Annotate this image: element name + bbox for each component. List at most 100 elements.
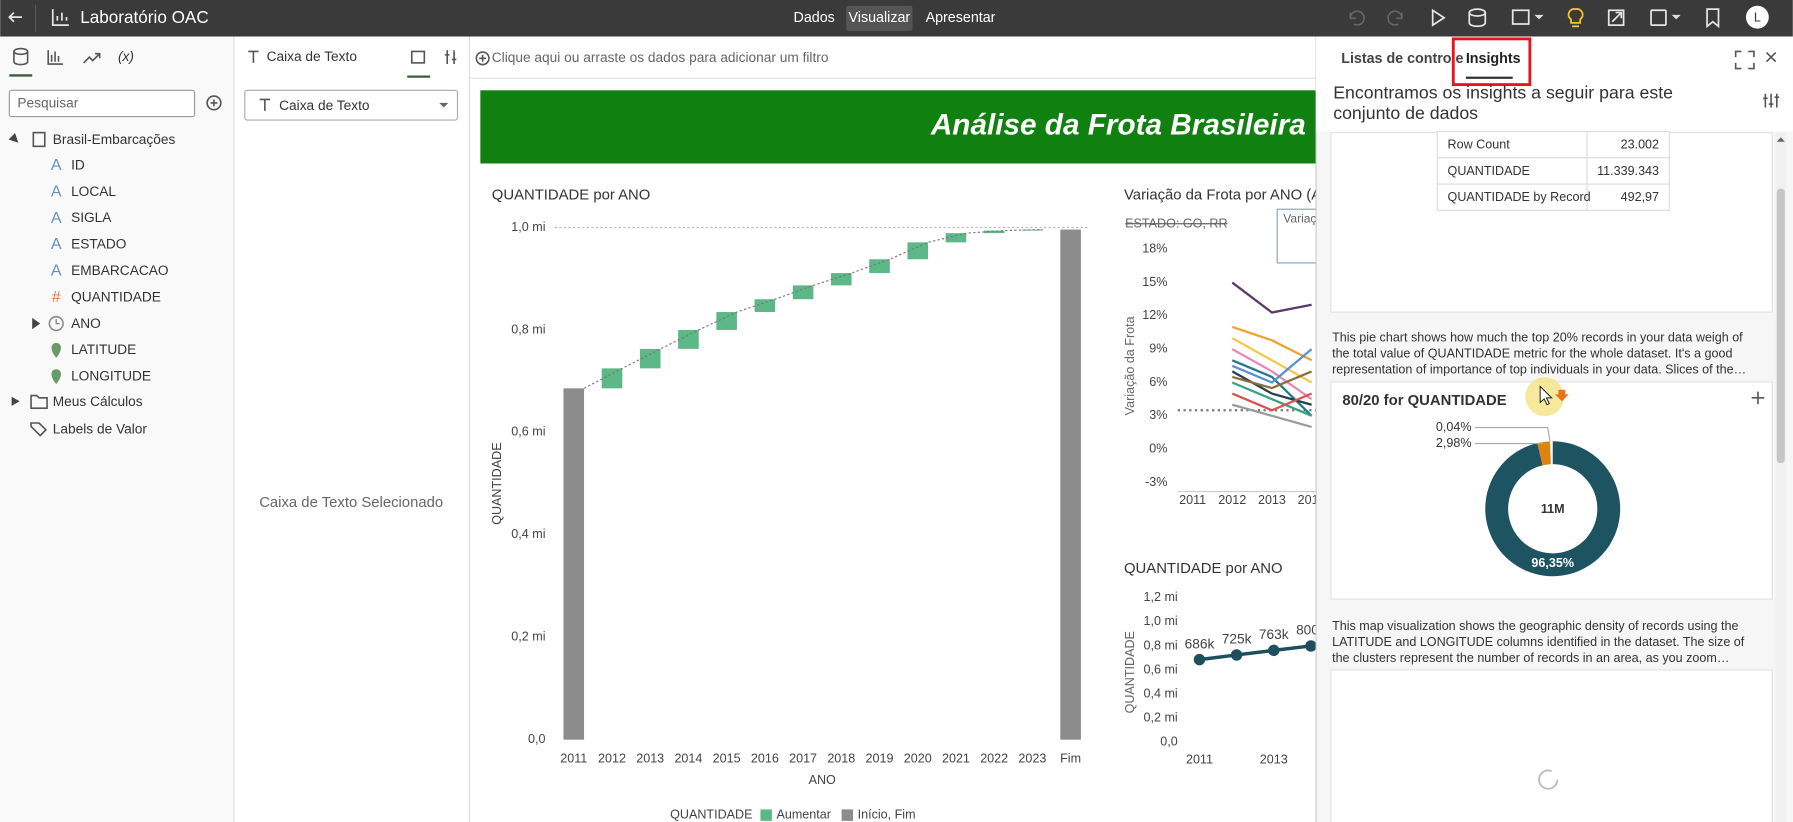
expand-arrow[interactable] — [11, 396, 20, 406]
undo-button[interactable] — [1349, 10, 1365, 26]
column-name[interactable]: LATITUDE — [71, 342, 136, 357]
table-key: Row Count — [1448, 138, 1511, 152]
y-tick-label: 15% — [1142, 275, 1167, 289]
series-line — [1231, 325, 1313, 362]
table-row — [1436, 183, 1670, 211]
chart-subtitle: ESTADO: GO, RR — [1125, 216, 1227, 230]
series-line — [1231, 348, 1313, 401]
y-tick-label: 0,8 mi — [511, 322, 545, 336]
y-tick-label: 3% — [1149, 408, 1167, 422]
x-tick-label: Fim — [1060, 751, 1081, 765]
close-button[interactable] — [1765, 52, 1777, 63]
insights-settings[interactable] — [1763, 93, 1780, 108]
search-box[interactable] — [8, 89, 196, 118]
maximize-button[interactable] — [1734, 50, 1755, 70]
table-value: 23.002 — [1621, 138, 1659, 152]
dropdown[interactable] — [244, 89, 459, 121]
x-tick-label: 2011 — [560, 751, 587, 765]
filter-bar[interactable] — [470, 36, 1317, 78]
tab[interactable]: Visualizar — [849, 10, 911, 26]
increase-bar — [831, 273, 852, 286]
panel-tab[interactable]: Listas de controle — [1341, 51, 1463, 67]
banner — [480, 90, 1317, 164]
x-tick-label: 2012 — [1218, 493, 1246, 507]
column-name[interactable]: LOCAL — [71, 184, 116, 199]
summary-table: Row Count 23.002 QUANTIDADE 11.339.343 QUANT… — [1436, 130, 1670, 211]
legend-label: Início, Fim — [858, 807, 916, 821]
app-icon — [51, 9, 69, 27]
properties-title: Caixa de Texto — [267, 49, 358, 64]
column-name[interactable]: ESTADO — [71, 237, 126, 252]
folder-name[interactable]: Labels de Valor — [53, 421, 148, 436]
leader-line — [1474, 441, 1544, 445]
increase-bar — [792, 285, 814, 300]
increase-bar — [678, 329, 699, 349]
visualizations-tab[interactable] — [47, 50, 64, 65]
save-button[interactable] — [1650, 9, 1667, 27]
charts: 0,0 0,2 mi 0,4 mi 0,6 mi 0,8 mi 1,0 mi 2011 201… — [490, 208, 1426, 821]
tab[interactable]: Dados — [794, 10, 835, 26]
data-label: 725k — [1222, 632, 1252, 647]
search-placeholder: Pesquisar — [17, 96, 78, 111]
export-arrow — [1611, 11, 1623, 23]
data-label: 686k — [1185, 636, 1215, 651]
column-name[interactable]: QUANTIDADE — [71, 289, 161, 304]
add-button[interactable] — [206, 95, 222, 111]
layout-tab[interactable] — [410, 50, 426, 64]
y-tick-label: 0,6 mi — [511, 425, 545, 439]
insight-text: This pie chart shows how much the top 20… — [1332, 331, 1743, 345]
column-name[interactable]: ANO — [71, 316, 101, 331]
legend-swatch — [760, 809, 772, 821]
y-tick-label: -3% — [1145, 475, 1167, 489]
increase-bar — [1022, 229, 1043, 231]
scrollbar[interactable] — [1775, 132, 1786, 822]
column-name[interactable]: LONGITUDE — [71, 369, 151, 384]
banner-title: Análise da Frota Brasileira — [930, 109, 1306, 142]
insight-text: the total value of QUANTIDADE metric for… — [1332, 347, 1732, 361]
avatar[interactable] — [1745, 5, 1769, 29]
back-button[interactable] — [8, 11, 22, 23]
expand-arrow[interactable] — [32, 317, 41, 330]
x-tick-label: 2021 — [942, 751, 970, 765]
tab[interactable]: Apresentar — [926, 10, 996, 26]
play-button[interactable] — [1431, 8, 1446, 27]
connector — [583, 228, 1043, 389]
series-line — [1231, 337, 1313, 384]
folder-name[interactable]: Meus Cálculos — [53, 394, 143, 409]
dropdown-arrow — [1534, 14, 1544, 20]
column-name[interactable]: ID — [71, 157, 85, 172]
x-axis-label: ANO — [809, 773, 836, 787]
calculations-tab[interactable]: (x) — [118, 49, 134, 64]
column-type-icon: A — [51, 183, 62, 200]
scroll-up[interactable] — [1776, 137, 1785, 142]
slice-label: 96,35% — [1531, 556, 1574, 570]
settings-tab[interactable] — [444, 50, 457, 65]
analytics-tab[interactable] — [83, 52, 101, 64]
column-name[interactable]: EMBARCACAO — [71, 263, 168, 278]
dataset-name[interactable]: Brasil-Embarcações — [53, 132, 176, 147]
chart-title: Variação da Frota por ANO (A — [1124, 187, 1321, 203]
column-type-icon: A — [51, 263, 62, 280]
data-button-body — [1468, 12, 1487, 28]
redo-button[interactable] — [1387, 10, 1403, 26]
insights-button[interactable] — [1567, 8, 1584, 28]
scrollbar-thumb[interactable] — [1776, 188, 1785, 464]
y-axis-label: QUANTIDADE — [1123, 631, 1137, 713]
insights-heading: conjunto de dados — [1333, 103, 1478, 123]
tag-icon — [30, 422, 48, 437]
export-button[interactable] — [1607, 9, 1625, 27]
add-to-canvas[interactable] — [1751, 391, 1765, 405]
legend-title: QUANTIDADE — [670, 807, 752, 821]
y-tick-label: 18% — [1142, 242, 1167, 256]
bookmark-button[interactable] — [1706, 8, 1720, 29]
point — [1268, 644, 1280, 657]
narrate-button[interactable] — [1511, 9, 1530, 25]
panel-tab[interactable]: Insights — [1466, 51, 1521, 67]
slice-label: 0,04% — [1436, 420, 1472, 434]
column-name[interactable]: SIGLA — [71, 210, 112, 225]
series-line — [1231, 348, 1313, 384]
point — [1305, 640, 1317, 652]
loading-spinner — [1538, 769, 1559, 790]
series-line — [1231, 381, 1313, 417]
